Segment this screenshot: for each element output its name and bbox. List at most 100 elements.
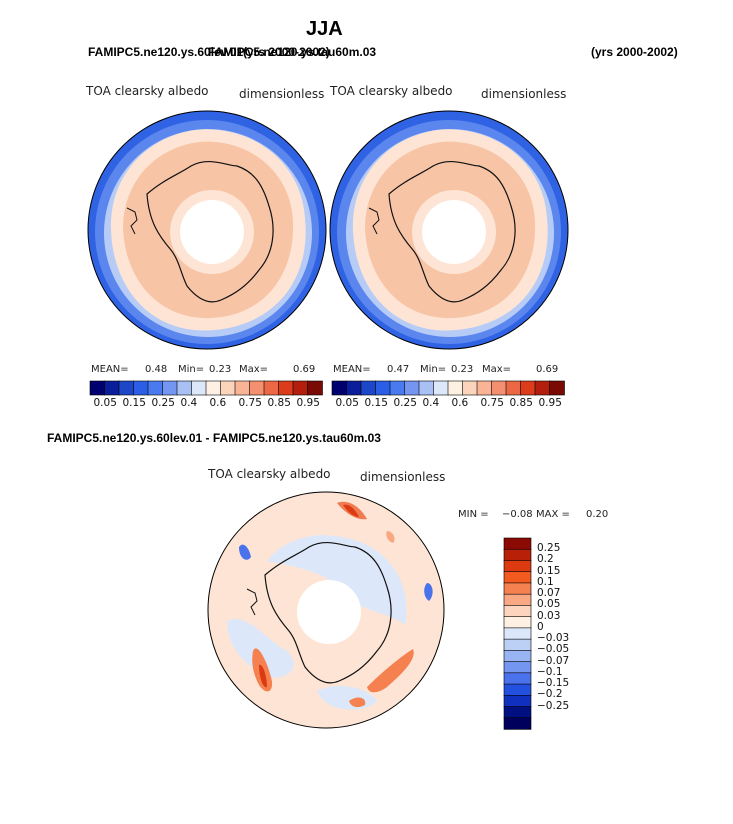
panel2-field-label: TOA clearsky albedo — [330, 84, 453, 98]
colorbar-swatch — [278, 380, 294, 396]
colorbar-tick-label: 0.6 — [209, 397, 227, 409]
colorbar-swatch — [263, 380, 280, 396]
colorbar-swatch — [503, 616, 532, 629]
colorbar-tick-label: 0.05 — [537, 598, 561, 611]
colorbar-tick-label: 0.05 — [93, 397, 117, 409]
panel1-field-label: TOA clearsky albedo — [86, 84, 209, 98]
colorbar-tick-label: 0.15 — [537, 564, 561, 577]
colorbar-tick-label: −0.15 — [537, 677, 570, 690]
colorbar-swatch — [404, 380, 420, 396]
colorbar-tick-label: −0.03 — [537, 632, 570, 645]
colorbar-swatch — [292, 380, 309, 396]
colorbar-tick-label: −0.07 — [537, 654, 570, 667]
colorbar-tick-label: 0.75 — [480, 397, 504, 409]
colorbar-diff-labels: 0.25 0.2 0.15 0.1 0.07 0.05 0.03 0 −0.03 −0.05 −0.… — [537, 538, 587, 729]
colorbar-swatch — [331, 380, 348, 396]
diff-units-label: dimensionless — [360, 470, 446, 484]
colorbar-swatch — [147, 380, 164, 396]
colorbar-swatch — [433, 380, 449, 396]
colorbar-swatch — [549, 380, 565, 396]
panel1-min-label: Min= — [178, 364, 205, 375]
colorbar-tick-label: 0.15 — [122, 397, 146, 409]
colorbar-swatch — [220, 380, 236, 396]
colorbar-swatch — [249, 380, 265, 396]
polar-map-panel2 — [329, 110, 569, 350]
case-name-left: FAMIPC5.ne120.ys.60lev.01 — [88, 45, 244, 59]
colorbar-tick-label: 0.4 — [180, 397, 198, 409]
colorbar-tick-label: 0.85 — [267, 397, 291, 409]
colorbar-tick-label: 0.25 — [393, 397, 417, 409]
panel1-mean-value: 0.48 — [145, 364, 168, 375]
colorbar-swatch — [503, 694, 532, 708]
page-title: JJA — [306, 18, 343, 40]
diff-min-value: −0.08 — [502, 509, 533, 520]
panel2-min-value: 0.23 — [451, 364, 474, 375]
colorbar-swatch — [375, 380, 391, 396]
colorbar-swatch — [534, 380, 551, 396]
colorbar-tick-label: 0.95 — [296, 397, 320, 409]
colorbar-swatch — [418, 380, 435, 396]
colorbar-swatch — [491, 380, 507, 396]
colorbar-panel2-ticks: 0.05 0.15 0.25 0.4 0.6 0.75 0.85 0.95 — [332, 397, 564, 411]
panel1-units-label: dimensionless — [239, 87, 325, 101]
colorbar-swatch — [503, 638, 532, 652]
colorbar-swatch — [503, 582, 532, 595]
panel2-min-label: Min= — [420, 364, 447, 375]
colorbar-swatch — [176, 380, 193, 396]
colorbar-swatch — [503, 560, 532, 573]
colorbar-tick-label: 0.05 — [335, 397, 359, 409]
colorbar-tick-label: 0.03 — [537, 609, 561, 622]
colorbar-panel2 — [331, 380, 565, 396]
diff-min-label: MIN = — [458, 509, 489, 520]
panel1-mean-label: MEAN= — [91, 364, 129, 375]
colorbar-tick-label: −0.1 — [537, 665, 563, 678]
panel1-max-value: 0.69 — [293, 364, 316, 375]
colorbar-tick-label: 0.25 — [151, 397, 175, 409]
panel2-max-label: Max= — [482, 364, 512, 375]
colorbar-tick-label: 0.6 — [451, 397, 469, 409]
colorbar-swatch — [505, 380, 522, 396]
diff-field-label: TOA clearsky albedo — [208, 467, 331, 481]
colorbar-swatch — [503, 683, 532, 696]
colorbar-swatch — [503, 605, 532, 618]
colorbar-tick-label: 0.25 — [537, 542, 561, 555]
colorbar-swatch — [503, 717, 532, 730]
colorbar-swatch — [520, 380, 536, 396]
colorbar-swatch — [447, 380, 464, 396]
colorbar-swatch — [503, 548, 532, 562]
colorbar-panel1 — [89, 380, 323, 396]
colorbar-swatch — [503, 672, 532, 685]
colorbar-swatch — [360, 380, 377, 396]
years-left: (yrs 2000-2002) — [243, 45, 330, 59]
colorbar-swatch — [462, 380, 478, 396]
colorbar-swatch — [503, 627, 532, 640]
colorbar-swatch — [191, 380, 207, 396]
panel2-mean-value: 0.47 — [387, 364, 410, 375]
colorbar-tick-label: 0.07 — [537, 587, 561, 600]
colorbar-swatch — [503, 661, 532, 674]
diff-max-label: MAX = — [536, 509, 570, 520]
years-right: (yrs 2000-2002) — [591, 45, 678, 59]
colorbar-swatch — [205, 380, 222, 396]
polar-map-diff — [207, 491, 445, 729]
colorbar-swatch — [503, 571, 532, 584]
colorbar-swatch — [346, 380, 362, 396]
colorbar-tick-label: 0.2 — [537, 553, 554, 566]
panel2-mean-label: MEAN= — [333, 364, 371, 375]
colorbar-swatch — [104, 380, 120, 396]
colorbar-swatch — [307, 380, 323, 396]
colorbar-tick-label: 0.85 — [509, 397, 533, 409]
colorbar-swatch — [503, 593, 532, 607]
colorbar-swatch — [476, 380, 493, 396]
colorbar-swatch — [118, 380, 135, 396]
colorbar-tick-label: 0.95 — [538, 397, 562, 409]
colorbar-swatch — [89, 380, 106, 396]
colorbar-diff — [503, 537, 532, 730]
colorbar-tick-label: −0.25 — [537, 699, 570, 712]
colorbar-panel1-ticks: 0.05 0.15 0.25 0.4 0.6 0.75 0.85 0.95 — [90, 397, 322, 411]
panel1-max-label: Max= — [239, 364, 269, 375]
colorbar-swatch — [503, 706, 532, 719]
colorbar-swatch — [162, 380, 178, 396]
colorbar-tick-label: −0.05 — [537, 643, 570, 656]
colorbar-tick-label: 0.75 — [238, 397, 262, 409]
